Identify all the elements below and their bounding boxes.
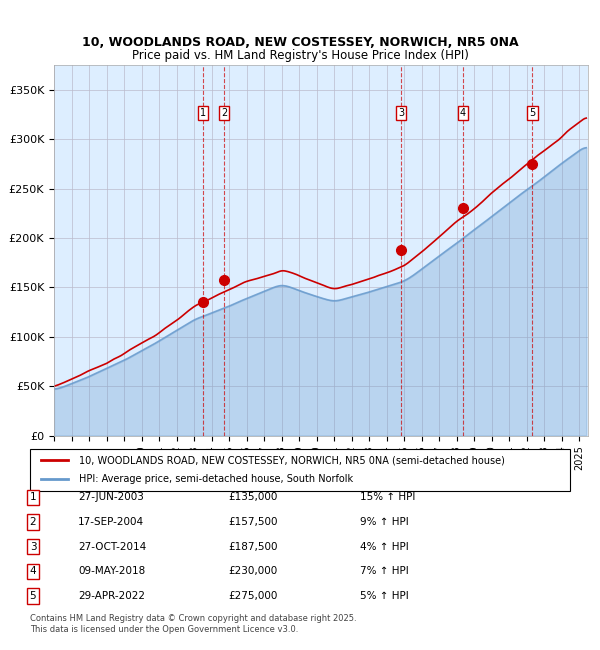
Text: £135,000: £135,000 (228, 492, 277, 502)
Text: 5% ↑ HPI: 5% ↑ HPI (360, 591, 409, 601)
Text: 1: 1 (200, 108, 206, 118)
Text: HPI: Average price, semi-detached house, South Norfolk: HPI: Average price, semi-detached house,… (79, 474, 353, 484)
Text: 29-APR-2022: 29-APR-2022 (78, 591, 145, 601)
Text: Price paid vs. HM Land Registry's House Price Index (HPI): Price paid vs. HM Land Registry's House … (131, 49, 469, 62)
Text: 15% ↑ HPI: 15% ↑ HPI (360, 492, 415, 502)
Text: 5: 5 (29, 591, 37, 601)
Text: 3: 3 (398, 108, 404, 118)
Text: £187,500: £187,500 (228, 541, 277, 552)
Text: 10, WOODLANDS ROAD, NEW COSTESSEY, NORWICH, NR5 0NA (semi-detached house): 10, WOODLANDS ROAD, NEW COSTESSEY, NORWI… (79, 456, 505, 465)
Text: 10, WOODLANDS ROAD, NEW COSTESSEY, NORWICH, NR5 0NA: 10, WOODLANDS ROAD, NEW COSTESSEY, NORWI… (82, 36, 518, 49)
Text: 2: 2 (29, 517, 37, 527)
Text: £230,000: £230,000 (228, 566, 277, 577)
Text: 5: 5 (529, 108, 536, 118)
Text: 27-JUN-2003: 27-JUN-2003 (78, 492, 144, 502)
Text: 2: 2 (221, 108, 227, 118)
Text: £157,500: £157,500 (228, 517, 277, 527)
Text: 9% ↑ HPI: 9% ↑ HPI (360, 517, 409, 527)
Text: 1: 1 (29, 492, 37, 502)
Text: 4: 4 (460, 108, 466, 118)
FancyBboxPatch shape (30, 448, 570, 491)
Text: 3: 3 (29, 541, 37, 552)
Text: £275,000: £275,000 (228, 591, 277, 601)
Text: 7% ↑ HPI: 7% ↑ HPI (360, 566, 409, 577)
Text: 4: 4 (29, 566, 37, 577)
Text: 4% ↑ HPI: 4% ↑ HPI (360, 541, 409, 552)
Text: 17-SEP-2004: 17-SEP-2004 (78, 517, 144, 527)
Text: 27-OCT-2014: 27-OCT-2014 (78, 541, 146, 552)
Text: Contains HM Land Registry data © Crown copyright and database right 2025.
This d: Contains HM Land Registry data © Crown c… (30, 614, 356, 634)
Text: 09-MAY-2018: 09-MAY-2018 (78, 566, 145, 577)
